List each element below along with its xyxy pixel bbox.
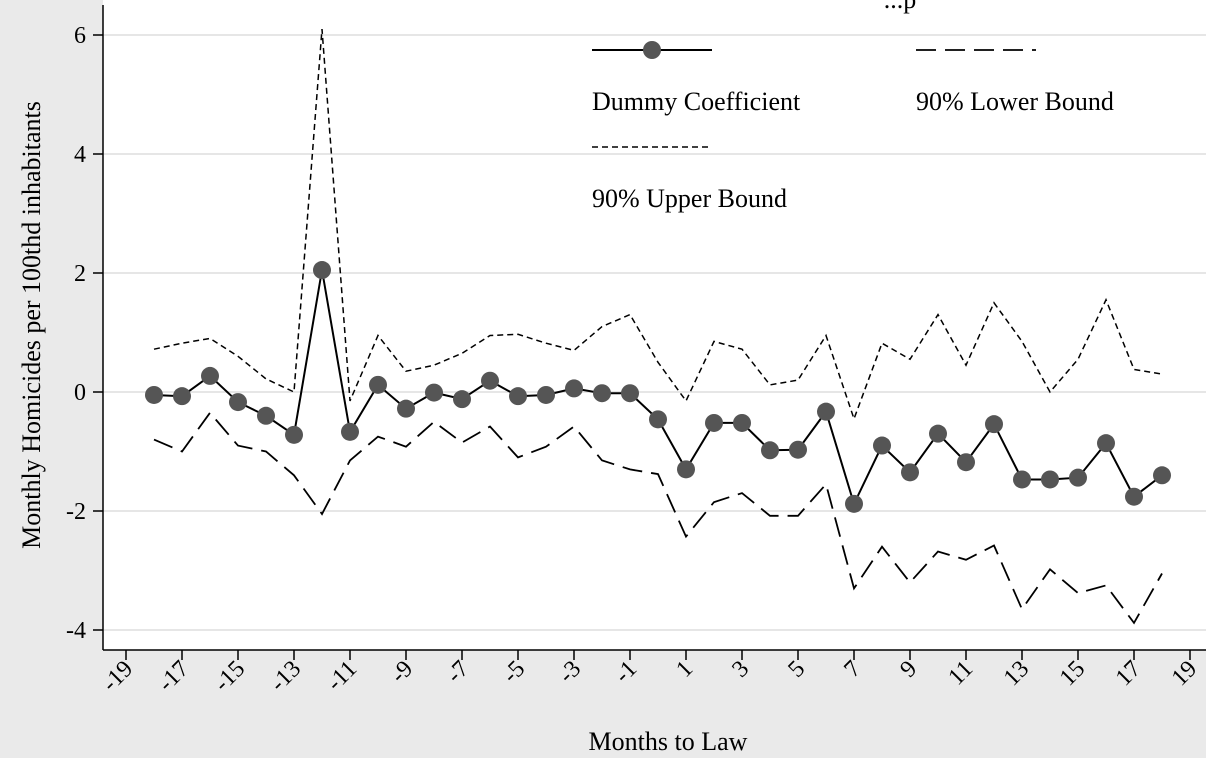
x-tick-label: 7 bbox=[839, 656, 866, 683]
gridlines bbox=[103, 34, 1206, 631]
x-tick-label: -1 bbox=[610, 656, 643, 689]
x-tick-label: -7 bbox=[442, 656, 475, 689]
x-tick-label: 1 bbox=[671, 656, 698, 683]
legend-marker-dummy-coefficient bbox=[643, 41, 661, 59]
data-point-marker bbox=[1125, 487, 1143, 506]
data-point-marker bbox=[733, 413, 751, 432]
plot-area-background bbox=[103, 0, 1206, 650]
data-point-marker bbox=[1013, 470, 1031, 489]
y-tick-label: 0 bbox=[74, 380, 86, 406]
data-point-marker bbox=[481, 371, 499, 390]
x-tick-label: -5 bbox=[498, 656, 531, 689]
y-tick-label: -2 bbox=[66, 499, 86, 525]
data-point-marker bbox=[201, 366, 219, 385]
data-point-marker bbox=[453, 390, 471, 409]
data-point-marker bbox=[285, 425, 303, 444]
data-point-marker bbox=[1153, 466, 1171, 485]
x-tick-label: -3 bbox=[554, 656, 587, 689]
data-point-marker bbox=[369, 375, 387, 394]
data-point-marker bbox=[845, 494, 863, 513]
x-tick-label: 9 bbox=[895, 656, 922, 683]
data-point-marker bbox=[341, 422, 359, 441]
data-point-marker bbox=[1097, 434, 1115, 453]
y-axis-title: Monthly Homicides per 100thd inhabitants bbox=[17, 101, 46, 549]
x-tick-label: -9 bbox=[386, 656, 419, 689]
legend-label-90-upper-bound: 90% Upper Bound bbox=[592, 184, 787, 213]
x-tick-label: 15 bbox=[1055, 656, 1090, 691]
data-point-marker bbox=[313, 261, 331, 280]
legend-label-dummy-coefficient: Dummy Coefficient bbox=[592, 87, 801, 116]
data-point-marker bbox=[1069, 468, 1087, 487]
x-tick-label: 11 bbox=[944, 656, 979, 691]
data-point-marker bbox=[621, 384, 639, 403]
x-tick-label: 13 bbox=[999, 656, 1034, 691]
x-axis-title: Months to Law bbox=[589, 727, 748, 756]
legend-label-90-lower-bound: 90% Lower Bound bbox=[916, 87, 1114, 116]
data-point-marker bbox=[901, 463, 919, 482]
x-tick-label: 3 bbox=[727, 656, 754, 683]
series-layer bbox=[145, 29, 1171, 625]
data-point-marker bbox=[873, 436, 891, 455]
data-point-marker bbox=[397, 399, 415, 418]
legend: Dummy Coefficient 90% Lower Bound 90% Uppe… bbox=[592, 41, 1114, 213]
y-tick-label: 2 bbox=[74, 261, 86, 287]
series-line-90-lower-bound bbox=[153, 411, 1163, 625]
data-point-marker bbox=[593, 384, 611, 403]
data-point-marker bbox=[929, 424, 947, 443]
data-point-marker bbox=[789, 440, 807, 459]
x-tick-label: -17 bbox=[153, 656, 194, 697]
data-point-marker bbox=[425, 383, 443, 402]
data-point-marker bbox=[537, 385, 555, 404]
data-point-marker bbox=[145, 385, 163, 404]
x-tick-label: 19 bbox=[1167, 656, 1202, 691]
data-point-marker bbox=[761, 441, 779, 460]
data-point-marker bbox=[957, 453, 975, 472]
y-tick-label: 4 bbox=[74, 142, 86, 168]
data-point-marker bbox=[257, 406, 275, 425]
data-point-marker bbox=[817, 402, 835, 421]
data-point-marker bbox=[565, 379, 583, 398]
y-tick-label: 6 bbox=[74, 23, 86, 49]
x-tick-label: -19 bbox=[97, 656, 138, 697]
chart-title: ...p bbox=[884, 0, 917, 14]
x-tick-label: -11 bbox=[322, 656, 362, 696]
y-tick-label: -4 bbox=[66, 618, 86, 644]
series-line-90-upper-bound bbox=[153, 29, 1163, 422]
data-point-marker bbox=[509, 387, 527, 406]
x-tick-label: 17 bbox=[1111, 656, 1146, 691]
x-tick-label: 5 bbox=[783, 656, 810, 683]
x-tick-label: -15 bbox=[209, 656, 250, 697]
data-point-marker bbox=[985, 415, 1003, 434]
data-point-marker bbox=[229, 393, 247, 412]
data-point-marker bbox=[1041, 470, 1059, 489]
x-tick-label: -13 bbox=[265, 656, 306, 697]
data-point-marker bbox=[705, 413, 723, 432]
data-point-marker bbox=[173, 387, 191, 406]
data-point-marker bbox=[677, 460, 695, 479]
data-point-marker bbox=[649, 410, 667, 429]
